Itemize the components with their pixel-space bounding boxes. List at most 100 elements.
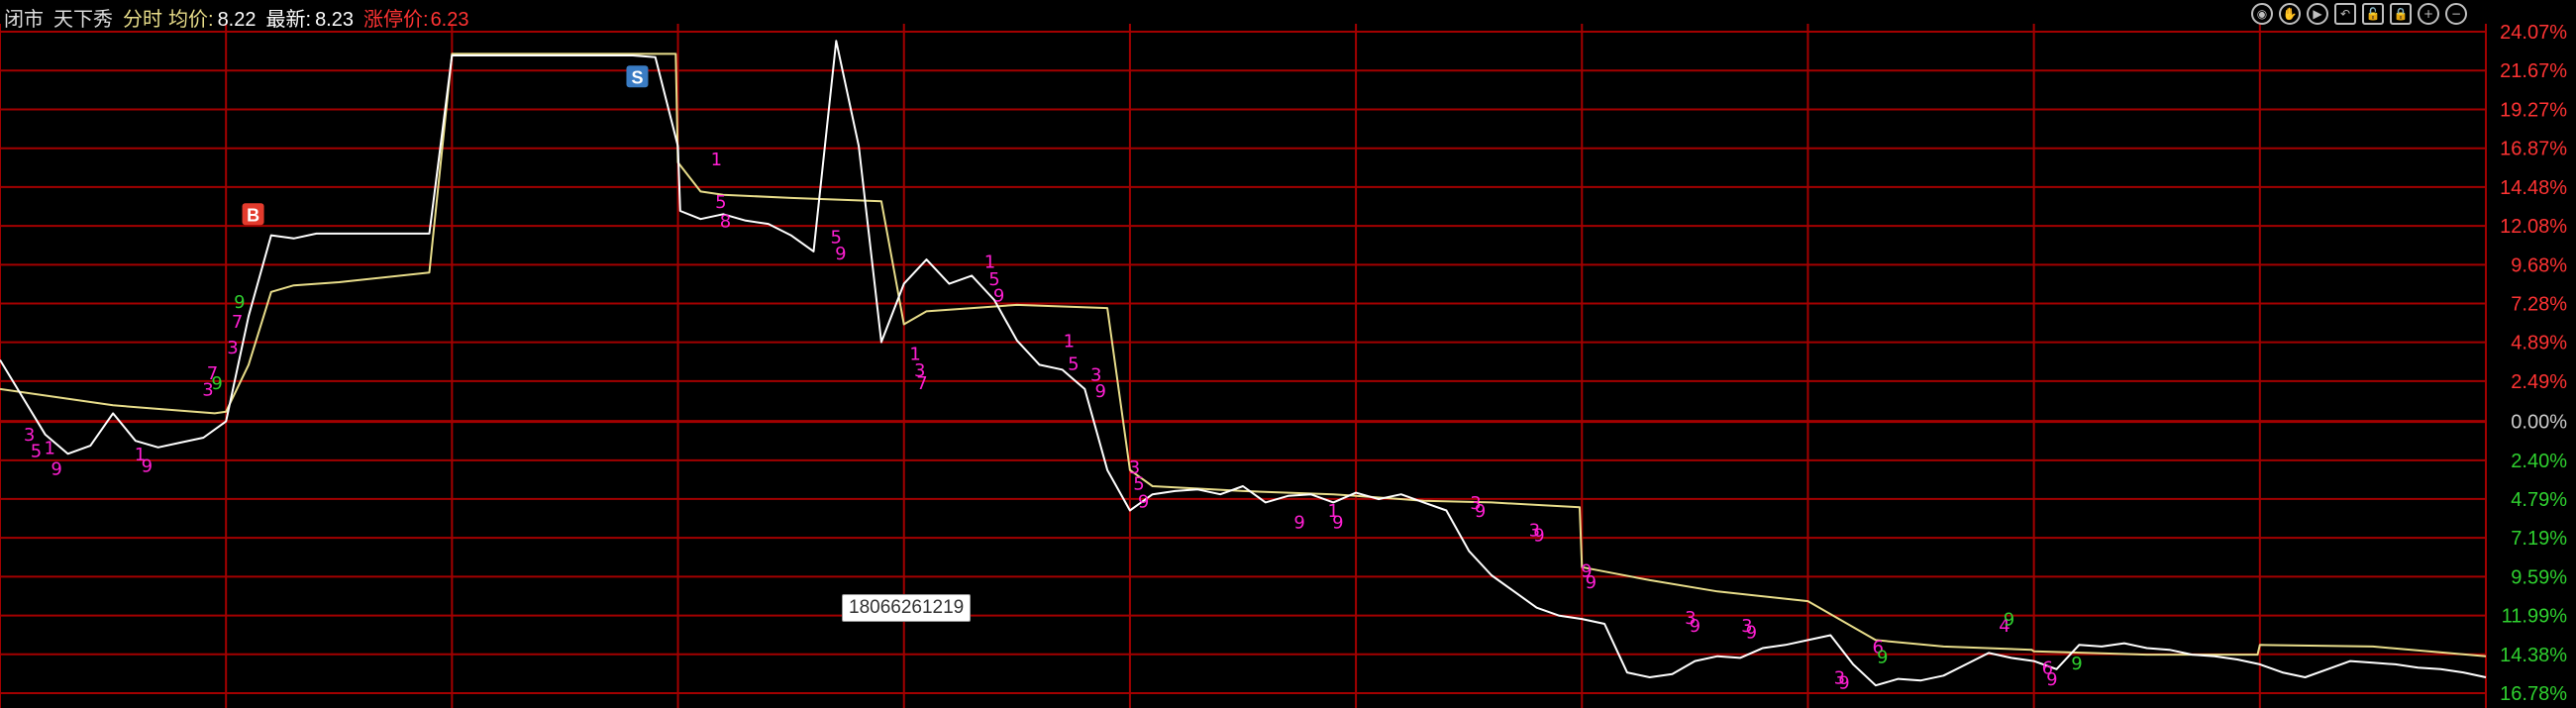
sequence-marker: 9 [1690, 616, 1700, 637]
trade-marker-label: B [247, 205, 259, 225]
y-tick-label: 14.48% [2500, 177, 2567, 199]
sequence-marker: 9 [835, 244, 846, 264]
sequence-marker: 9 [1581, 561, 1592, 582]
y-tick-label: 9.59% [2511, 566, 2567, 588]
y-tick-label: 4.79% [2511, 489, 2567, 511]
y-tick-label: 21.67% [2500, 60, 2567, 82]
sequence-marker: 9 [211, 373, 222, 394]
sequence-marker: 1 [135, 445, 146, 465]
zoom-in-icon[interactable]: + [2418, 3, 2439, 25]
limit-price-label: 涨停价: [363, 9, 429, 31]
y-tick-label: 7.28% [2511, 294, 2567, 316]
y-tick-label: 2.40% [2511, 451, 2567, 472]
y-tick-label: 16.78% [2500, 683, 2567, 705]
sequence-marker: 5 [1133, 473, 1144, 494]
signal-markers: 35 19193793791585913715915393599193939993… [24, 65, 2083, 693]
sequence-marker: 8 [720, 211, 731, 232]
sequence-marker: 9 [234, 292, 245, 313]
sequence-marker: 1 [1064, 331, 1075, 352]
lock-open-icon[interactable]: 🔓 [2362, 3, 2384, 25]
sequence-marker: 9 [142, 455, 153, 476]
y-tick-label: 14.38% [2500, 645, 2567, 666]
price-series-path [0, 40, 2487, 687]
sequence-marker: 5 [1068, 354, 1079, 374]
sequence-marker: 7 [916, 373, 927, 394]
average-series-path [0, 52, 2487, 657]
sequence-marker: 7 [232, 312, 243, 333]
y-tick-label: 2.49% [2511, 371, 2567, 393]
sequence-marker: 6 [1872, 637, 1883, 657]
sequence-marker: 9 [1095, 381, 1106, 402]
play-icon[interactable]: ▶ [2307, 3, 2328, 25]
sequence-marker: 9 [1332, 513, 1343, 534]
sequence-marker: 5 [715, 192, 726, 213]
limit-price-value: 6.23 [430, 9, 469, 31]
sequence-marker: 9 [2004, 610, 2014, 631]
sequence-marker: 3 [1685, 608, 1696, 629]
sequence-marker: 3 [1470, 493, 1481, 514]
sequence-marker: 5 [31, 442, 42, 462]
sequence-marker: 9 [2046, 669, 2057, 690]
watermark-label: 18066261219 [842, 594, 972, 622]
chart-toolbar: ◉ ✋ ▶ ↶ 🔓 🔒 + − [2251, 3, 2467, 25]
y-tick-label: 19.27% [2500, 99, 2567, 121]
sequence-marker: 9 [1138, 491, 1149, 512]
sequence-marker: 1 [1328, 501, 1339, 522]
last-price-value: 8.23 [315, 9, 354, 31]
avg-price-value: 8.22 [217, 9, 257, 31]
sequence-marker: 3 [914, 360, 925, 381]
y-tick-label: 16.87% [2500, 139, 2567, 160]
sequence-marker: 9 [1533, 526, 1544, 547]
sequence-marker: 5 [988, 269, 999, 290]
trade-marker-label: S [631, 67, 643, 87]
sequence-marker: 9 [1475, 501, 1486, 522]
average-price-line [0, 52, 2487, 657]
lock-icon[interactable]: 🔒 [2390, 3, 2412, 25]
y-tick-label: 7.19% [2511, 528, 2567, 550]
sequence-marker: 5 [831, 228, 842, 249]
chart-grid [0, 24, 2487, 708]
undo-icon[interactable]: ↶ [2334, 3, 2356, 25]
sequence-marker: 9 [1293, 513, 1304, 534]
sequence-marker: 1 [909, 344, 920, 364]
sequence-marker: 4 [1999, 616, 2009, 637]
y-tick-label: 9.68% [2511, 254, 2567, 276]
sequence-marker: 1 [44, 438, 54, 458]
sequence-marker: 3 [1834, 668, 1845, 689]
y-tick-label: 0.00% [2511, 412, 2567, 434]
sequence-marker: 9 [1877, 647, 1888, 667]
eye-icon[interactable]: ◉ [2251, 3, 2273, 25]
sequence-marker: 9 [2071, 654, 2082, 674]
sequence-marker: 3 [202, 379, 213, 400]
sequence-marker: 3 [24, 425, 35, 446]
sequence-marker: 3 [227, 338, 238, 358]
sequence-marker: 6 [2042, 658, 2053, 679]
sequence-marker: 9 [1838, 672, 1849, 693]
y-tick-label: 12.08% [2500, 216, 2567, 238]
sequence-marker: 1 [711, 150, 722, 170]
price-line [0, 40, 2487, 687]
sequence-marker: 1 [984, 252, 995, 272]
sequence-marker: 3 [1529, 521, 1540, 542]
trade-marker-box [626, 65, 649, 88]
y-axis-ticks: 24.07% 21.67% 19.27% 16.87% 14.48% 12.08% 9.68… [2500, 22, 2567, 705]
quote-header: 闭市 天下秀 分时 均价: 8.22 最新: 8.23 涨停价: 6.23 [4, 3, 479, 32]
hand-icon[interactable]: ✋ [2279, 3, 2301, 25]
sequence-marker: 3 [1741, 616, 1752, 637]
sequence-marker: 9 [1746, 623, 1757, 644]
sequence-marker: 3 [1090, 365, 1101, 386]
sequence-marker: 7 [207, 363, 218, 384]
last-price-label: 最新: [265, 9, 312, 31]
market-status: 闭市 [4, 9, 44, 31]
sequence-marker: 9 [51, 459, 61, 480]
y-tick-label: 24.07% [2500, 22, 2567, 44]
stock-name: 天下秀 [53, 9, 113, 31]
mode-label[interactable]: 分时 [123, 9, 162, 31]
sequence-marker: 3 [1129, 457, 1140, 478]
y-tick-label: 11.99% [2502, 606, 2568, 628]
trade-marker-box [242, 203, 264, 226]
sequence-marker: 9 [993, 286, 1004, 307]
y-tick-label: 4.89% [2511, 333, 2567, 354]
zoom-out-icon[interactable]: − [2445, 3, 2467, 25]
